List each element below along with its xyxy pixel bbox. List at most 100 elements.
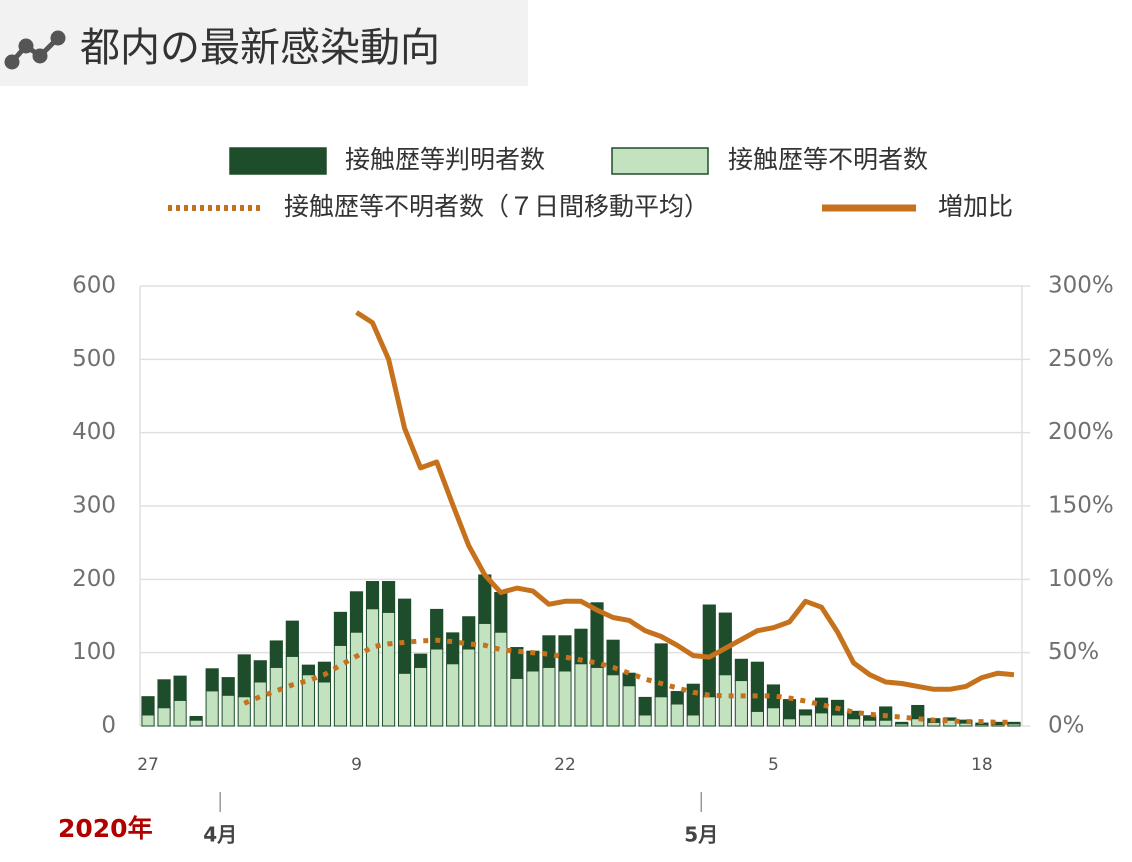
bar (221, 694, 235, 727)
bar (927, 721, 941, 727)
bar (766, 707, 781, 727)
x-tick-label: 22 (554, 755, 576, 775)
y2-tick-label: 300% (1048, 273, 1114, 299)
bar (173, 675, 187, 701)
bar (494, 592, 508, 633)
bar (510, 677, 524, 727)
bar (317, 681, 332, 727)
legend-swatch (611, 147, 709, 175)
legend-label: 増加比 (938, 192, 1013, 221)
bar (398, 672, 412, 727)
bar (478, 622, 492, 727)
ratio-line (355, 310, 1015, 692)
bar (157, 679, 171, 709)
bar (622, 672, 636, 687)
bar (670, 691, 684, 705)
bar (830, 714, 845, 727)
bar (574, 628, 588, 665)
bar (430, 608, 444, 650)
bar (205, 690, 219, 727)
y2-tick-label: 250% (1048, 346, 1114, 372)
title-box (0, 0, 528, 86)
legend-swatch (229, 147, 327, 175)
bar (381, 581, 396, 613)
bar (253, 660, 267, 683)
bar (590, 602, 604, 668)
legend-label: 接触歴等判明者数 (345, 145, 545, 174)
bar (253, 681, 267, 727)
bar (285, 655, 299, 727)
bar (782, 699, 797, 720)
y2-tick-label: 100% (1048, 566, 1114, 592)
bar (670, 703, 684, 727)
bar (558, 670, 572, 727)
bar (959, 719, 973, 724)
bar (686, 683, 700, 716)
bar (718, 674, 732, 727)
bar (510, 647, 524, 679)
bar (333, 644, 348, 727)
chart-title: 都内の最新感染動向 (80, 25, 440, 71)
bar (349, 591, 364, 633)
bar (141, 714, 155, 727)
bar (911, 704, 925, 720)
bar (654, 696, 668, 727)
bar (606, 674, 620, 727)
bar (333, 611, 348, 646)
y2-tick-label: 200% (1048, 419, 1114, 445)
bar (414, 666, 428, 727)
bar (349, 631, 364, 727)
bar (702, 696, 716, 727)
bar (189, 715, 203, 721)
average-line (243, 637, 1014, 725)
bar (734, 658, 748, 682)
x-tick-label: 5 (768, 755, 779, 775)
bar (638, 696, 652, 716)
bar (398, 598, 412, 674)
bar (542, 666, 556, 727)
bar (814, 712, 829, 727)
bar (638, 714, 652, 727)
bar (526, 670, 540, 727)
bar (446, 663, 460, 727)
month-label: 4月 (203, 823, 237, 847)
bar (157, 707, 171, 727)
bar (879, 719, 893, 727)
x-tick-label: 9 (351, 755, 362, 775)
bar (622, 685, 636, 727)
bar (798, 709, 813, 716)
bar (205, 668, 219, 692)
bar (221, 677, 235, 696)
title-icon (4, 30, 66, 70)
bar (237, 654, 251, 698)
bar (895, 721, 909, 725)
y2-tick-label: 50% (1048, 639, 1099, 665)
bar (285, 620, 299, 657)
bar (686, 714, 700, 727)
bar (863, 715, 877, 721)
bar (462, 648, 476, 727)
bar (574, 663, 588, 727)
y-tick-label: 400 (72, 419, 116, 445)
bar (301, 664, 315, 676)
month-label: 5月 (684, 823, 718, 847)
legend-label: 接触歴等不明者数 (728, 145, 928, 174)
bar (189, 719, 203, 727)
legend-label: 接触歴等不明者数（７日間移動平均） (284, 192, 709, 221)
bar (141, 696, 155, 716)
bar (365, 608, 380, 727)
bar (558, 635, 572, 672)
bar (446, 632, 460, 665)
bar (462, 616, 476, 650)
y2-tick-label: 0% (1048, 713, 1085, 739)
bar (654, 643, 668, 698)
x-tick-label: 18 (971, 755, 993, 775)
bar (269, 666, 283, 727)
bar (750, 710, 764, 727)
bar (430, 648, 444, 727)
y-tick-label: 100 (72, 639, 116, 665)
x-tick-label: 27 (137, 755, 159, 775)
y2-tick-label: 150% (1048, 493, 1114, 519)
bar (590, 666, 604, 727)
